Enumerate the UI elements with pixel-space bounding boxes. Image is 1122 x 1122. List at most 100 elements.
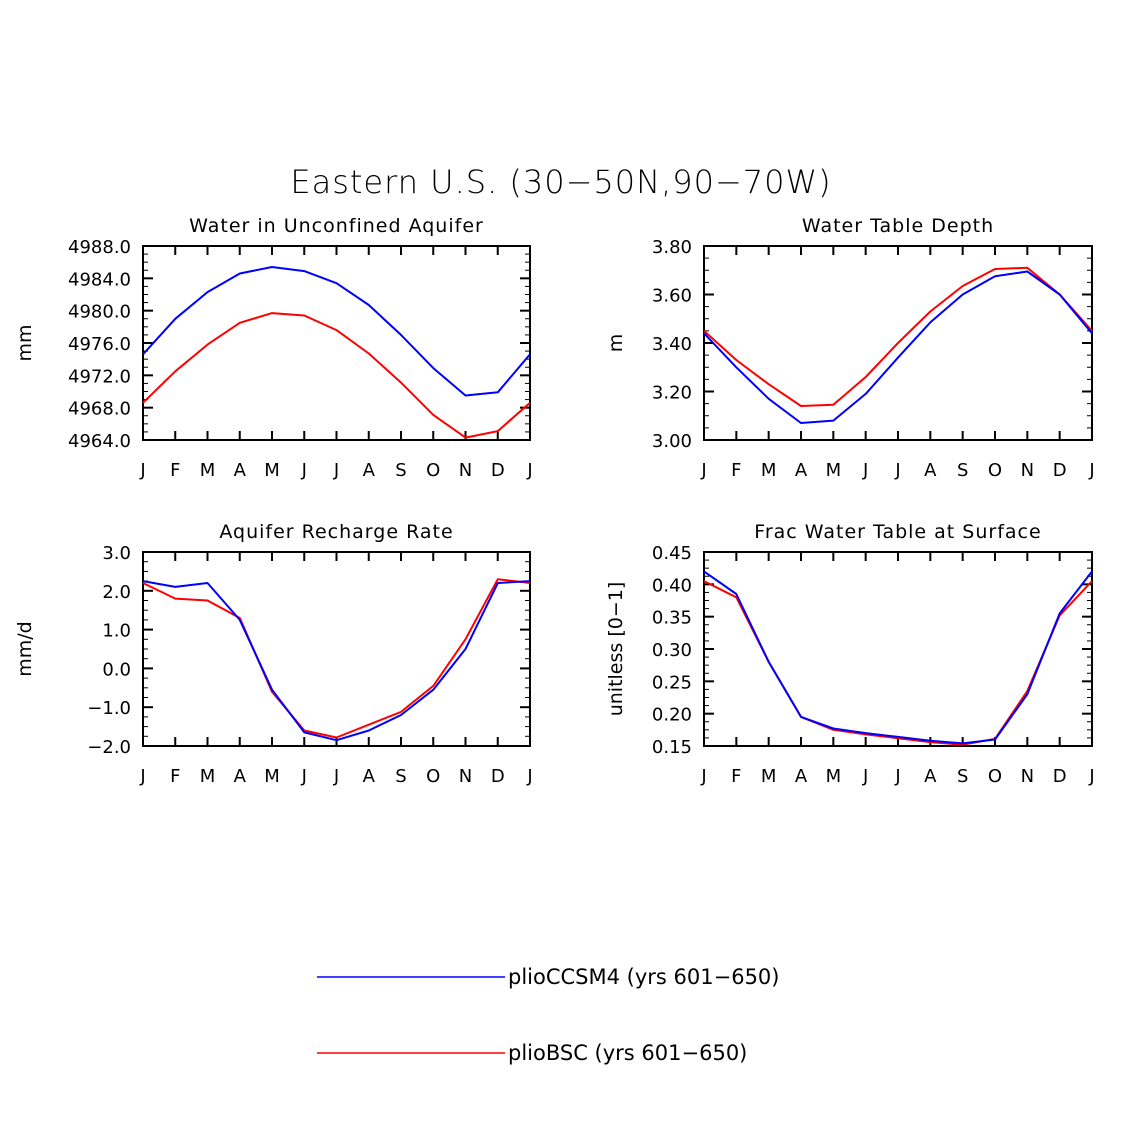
- y-axis-label: mm/d: [14, 621, 36, 676]
- y-axis-label: mm: [14, 324, 36, 361]
- x-tick-label: J: [894, 460, 900, 481]
- x-tick-label: N: [1021, 766, 1034, 787]
- panel-title: Water in Unconfined Aquifer: [189, 215, 484, 237]
- y-tick-label: 3.80: [652, 237, 692, 258]
- x-tick-label: N: [459, 766, 472, 787]
- x-tick-label: J: [526, 460, 532, 481]
- x-tick-label: S: [957, 460, 968, 481]
- y-tick-label: 2.0: [102, 582, 131, 603]
- panel-title: Water Table Depth: [802, 215, 994, 237]
- x-tick-label: J: [700, 460, 706, 481]
- panel-title: Frac Water Table at Surface: [754, 521, 1041, 543]
- y-tick-label: 0.25: [652, 672, 692, 693]
- y-tick-label: 3.40: [652, 334, 692, 355]
- y-tick-label: 4972.0: [68, 366, 131, 387]
- y-axis-label: unitless [0−1]: [605, 582, 627, 717]
- x-tick-label: F: [731, 460, 741, 481]
- legend: plioCCSM4 (yrs 601−650) plioBSC (yrs 601…: [317, 965, 779, 1065]
- x-tick-label: J: [139, 766, 145, 787]
- x-tick-label: M: [264, 766, 280, 787]
- series-line-plioccsm4: [142, 266, 531, 397]
- x-tick-label: O: [426, 766, 440, 787]
- x-tick-label: J: [1088, 766, 1094, 787]
- x-tick-label: J: [862, 460, 868, 481]
- series-line-pliobsc: [142, 578, 531, 739]
- y-tick-label: 4976.0: [68, 334, 131, 355]
- y-tick-label: 3.60: [652, 286, 692, 307]
- y-tick-label: 3.0: [102, 543, 131, 564]
- x-tick-label: J: [301, 766, 307, 787]
- figure-title: Eastern U.S. (30−50N,90−70W): [290, 163, 831, 201]
- y-tick-label: 4980.0: [68, 302, 131, 323]
- x-tick-label: M: [826, 460, 842, 481]
- x-tick-label: O: [988, 460, 1002, 481]
- y-axis-label: m: [605, 334, 627, 353]
- series-line-pliobsc: [703, 266, 1093, 407]
- y-tick-label: 1.0: [102, 621, 131, 642]
- plot-frame: [142, 551, 531, 747]
- y-tick-label: 4964.0: [68, 431, 131, 452]
- y-tick-label: −1.0: [87, 698, 131, 719]
- x-tick-label: A: [795, 766, 808, 787]
- panel-title: Aquifer Recharge Rate: [219, 521, 453, 543]
- x-tick-label: J: [862, 766, 868, 787]
- y-tick-label: 3.00: [652, 431, 692, 452]
- x-tick-label: S: [395, 766, 406, 787]
- legend-label-plioccsm4: plioCCSM4 (yrs 601−650): [508, 965, 779, 989]
- x-tick-label: D: [491, 460, 505, 481]
- x-tick-label: D: [491, 766, 505, 787]
- x-tick-label: S: [957, 766, 968, 787]
- x-tick-label: M: [200, 766, 216, 787]
- x-tick-label: A: [363, 460, 376, 481]
- x-tick-label: A: [234, 460, 247, 481]
- x-tick-label: J: [333, 766, 339, 787]
- x-tick-label: M: [264, 460, 280, 481]
- x-tick-label: N: [1021, 460, 1034, 481]
- y-tick-label: 0.30: [652, 640, 692, 661]
- y-tick-label: 0.15: [652, 737, 692, 758]
- x-tick-label: F: [170, 766, 180, 787]
- x-tick-label: M: [826, 766, 842, 787]
- x-tick-label: J: [700, 766, 706, 787]
- x-tick-label: J: [894, 766, 900, 787]
- x-tick-label: J: [333, 460, 339, 481]
- x-tick-label: J: [139, 460, 145, 481]
- x-tick-label: A: [363, 766, 376, 787]
- series-line-plioccsm4: [703, 570, 1093, 745]
- series-line-pliobsc: [142, 312, 531, 439]
- x-tick-label: A: [234, 766, 247, 787]
- x-tick-label: A: [795, 460, 808, 481]
- legend-label-pliobsc: plioBSC (yrs 601−650): [508, 1041, 747, 1065]
- x-tick-label: N: [459, 460, 472, 481]
- series-line-plioccsm4: [142, 580, 531, 742]
- y-tick-label: 4968.0: [68, 399, 131, 420]
- series-line-plioccsm4: [703, 270, 1093, 424]
- x-tick-label: F: [170, 460, 180, 481]
- y-tick-label: 4988.0: [68, 237, 131, 258]
- y-tick-label: 4984.0: [68, 269, 131, 290]
- y-tick-label: 0.35: [652, 608, 692, 629]
- x-tick-label: J: [526, 766, 532, 787]
- x-tick-label: M: [761, 460, 777, 481]
- x-tick-label: D: [1053, 766, 1067, 787]
- series-line-pliobsc: [703, 580, 1093, 746]
- x-tick-label: F: [731, 766, 741, 787]
- x-tick-label: S: [395, 460, 406, 481]
- x-tick-label: A: [924, 766, 937, 787]
- x-tick-label: M: [761, 766, 777, 787]
- y-tick-label: 3.20: [652, 383, 692, 404]
- x-tick-label: D: [1053, 460, 1067, 481]
- plot-frame: [142, 245, 531, 441]
- x-tick-label: O: [988, 766, 1002, 787]
- x-tick-label: J: [301, 460, 307, 481]
- y-tick-label: −2.0: [87, 737, 131, 758]
- y-tick-label: 0.0: [102, 659, 131, 680]
- y-tick-label: 0.45: [652, 543, 692, 564]
- x-tick-label: A: [924, 460, 937, 481]
- y-tick-label: 0.40: [652, 575, 692, 596]
- x-tick-label: J: [1088, 460, 1094, 481]
